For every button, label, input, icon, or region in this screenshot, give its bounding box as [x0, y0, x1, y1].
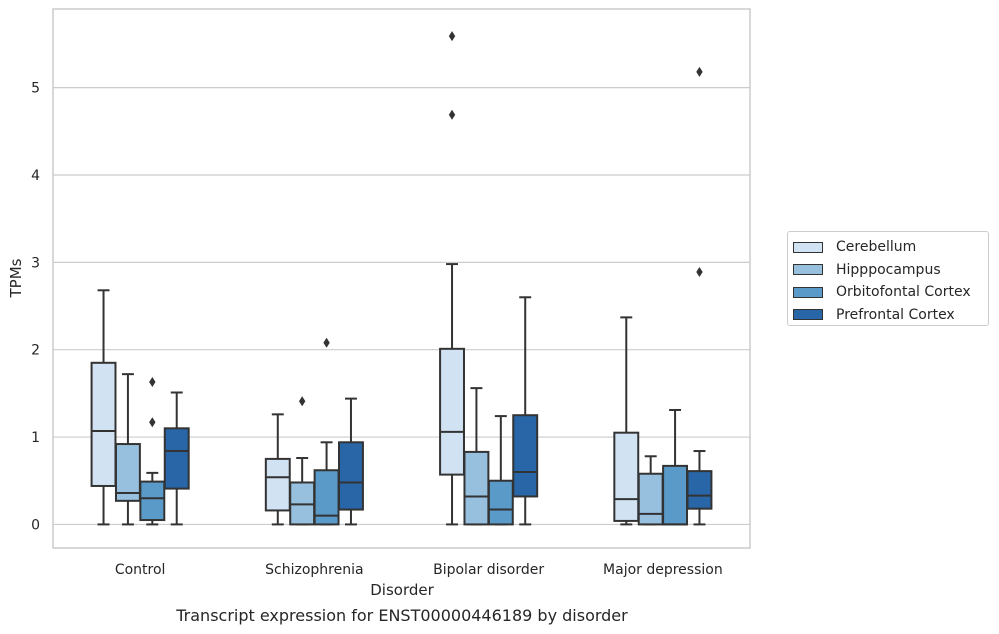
box-iqr	[163, 427, 190, 490]
box-iqr	[439, 347, 465, 476]
box	[139, 377, 166, 526]
legend-swatch	[793, 264, 823, 276]
x-tick-label: Bipolar disorder	[433, 562, 544, 578]
box-series	[90, 31, 713, 526]
box-iqr	[637, 472, 664, 526]
outlier-point	[448, 109, 456, 120]
box	[637, 455, 664, 526]
box-iqr	[662, 464, 689, 526]
box	[163, 391, 190, 526]
outlier-point	[323, 337, 330, 348]
box	[463, 387, 490, 526]
box-iqr	[338, 441, 364, 511]
y-tick-label: 0	[31, 517, 40, 533]
y-tick-label: 4	[31, 168, 40, 184]
box	[313, 337, 340, 526]
y-axis-title: TPMs	[7, 258, 25, 298]
x-axis-title: Disorder	[370, 581, 434, 599]
legend-swatch	[793, 286, 823, 298]
x-tick-label: Schizophrenia	[265, 562, 363, 578]
legend-swatch	[793, 309, 823, 321]
box	[613, 316, 640, 526]
x-tick-labels: Control Schizophrenia Bipolar disorder Majo…	[115, 562, 723, 578]
legend-label: Hipppocampus	[836, 261, 941, 278]
box	[439, 31, 465, 526]
legend-label: Prefrontal Cortex	[836, 306, 955, 323]
x-tick-label: Major depression	[603, 562, 723, 578]
y-tick-label: 1	[31, 430, 40, 446]
x-tick-label: Control	[115, 562, 166, 578]
chart-caption: Transcript expression for ENST0000044618…	[176, 606, 628, 625]
y-tick-labels: 0 1 2 3 4 5	[31, 81, 40, 534]
legend-label: Orbitofontal Cortex	[836, 284, 971, 301]
box-iqr	[139, 480, 166, 522]
legend-item: Hipppocampus	[793, 259, 988, 282]
legend: Cerebellum Hipppocampus Orbitofontal Corte…	[787, 231, 989, 326]
box	[90, 289, 117, 526]
y-tick-label: 3	[31, 255, 40, 271]
box	[512, 296, 539, 526]
box-iqr	[90, 361, 117, 487]
box-iqr	[463, 450, 490, 526]
legend-item: Cerebellum	[793, 236, 988, 259]
legend-swatch	[793, 241, 823, 253]
plot-background	[52, 8, 751, 549]
y-tick-label: 5	[31, 81, 40, 97]
box-iqr	[613, 431, 640, 522]
box-iqr	[512, 414, 539, 498]
box-iqr	[487, 479, 514, 526]
box	[487, 415, 514, 526]
outlier-point	[149, 417, 156, 428]
y-tick-label: 2	[31, 343, 40, 359]
box	[686, 66, 713, 526]
outlier-point	[149, 377, 156, 388]
box-iqr	[264, 457, 291, 512]
legend-item: Orbitofontal Cortex	[793, 281, 988, 304]
box	[338, 397, 364, 526]
outlier-point	[448, 31, 456, 42]
outlier-point	[696, 66, 703, 77]
legend-item: Prefrontal Cortex	[793, 304, 988, 327]
outlier-point	[696, 266, 703, 277]
box-iqr	[114, 443, 141, 502]
outlier-point	[298, 396, 306, 407]
box	[289, 396, 316, 526]
legend-label: Cerebellum	[836, 239, 917, 256]
box-iqr	[686, 470, 713, 510]
box	[114, 373, 141, 526]
